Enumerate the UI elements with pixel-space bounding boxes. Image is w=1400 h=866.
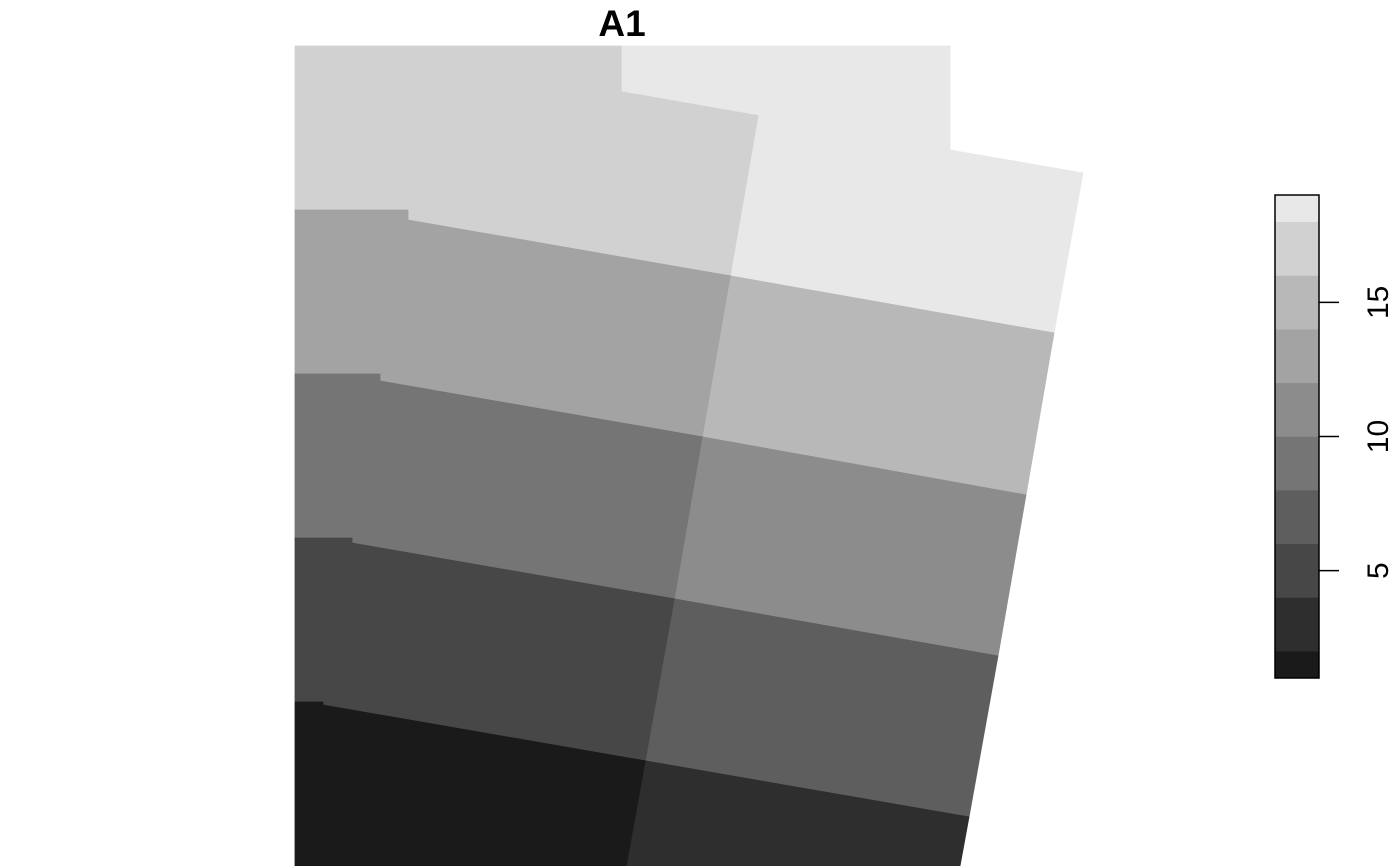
legend-tick-label: 10: [1362, 420, 1395, 453]
legend-swatch: [1274, 543, 1320, 598]
legend-swatch: [1274, 489, 1320, 545]
color-legend: 5 10 15: [1274, 194, 1395, 679]
legend-swatch: [1274, 194, 1320, 223]
raster-cells: [294, 45, 1084, 866]
legend-swatch: [1274, 650, 1320, 679]
legend-swatch: [1274, 436, 1320, 491]
legend-swatch: [1274, 382, 1320, 437]
legend-tick-label: 5: [1362, 562, 1395, 579]
legend-tick-label: 15: [1362, 286, 1395, 319]
legend-swatch: [1274, 328, 1320, 384]
chart-title: A1: [598, 3, 645, 44]
legend-swatch: [1274, 221, 1320, 276]
legend-swatch: [1274, 597, 1320, 652]
raster-cell: [626, 760, 970, 866]
legend-swatch: [1274, 275, 1320, 330]
